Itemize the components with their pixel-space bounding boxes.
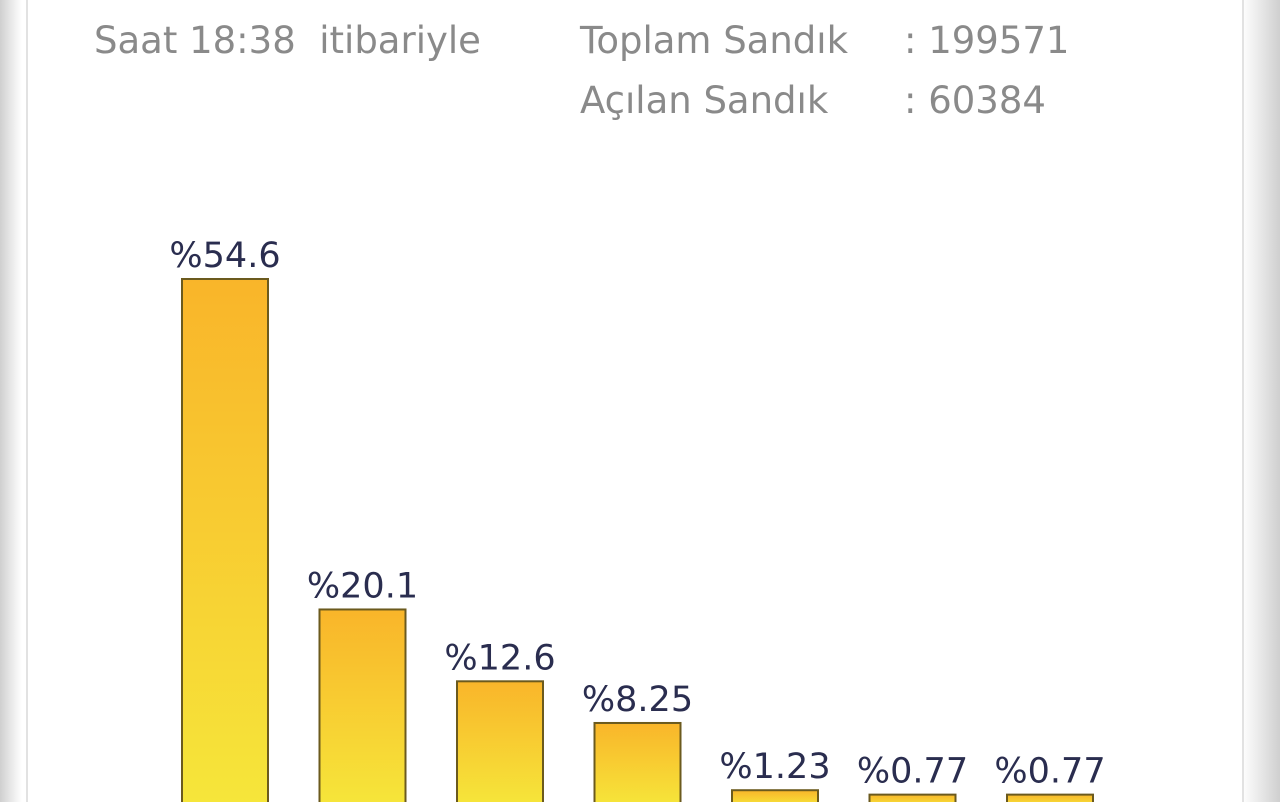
bar-1 (181, 278, 269, 802)
time-label: Saat 18:38 itibariyle (94, 19, 481, 62)
bar-5 (731, 789, 819, 802)
total-ballot-box-label: Toplam Sandık (580, 19, 848, 62)
bar-value-label-6: %0.77 (857, 752, 968, 792)
opened-ballot-box-value: : 60384 (904, 79, 1046, 122)
total-ballot-box-value: : 199571 (904, 19, 1070, 62)
bar-value-label-1: %54.6 (169, 236, 280, 276)
bar-value-label-3: %12.6 (444, 638, 555, 678)
bar-6 (868, 793, 957, 802)
bar-value-label-4: %8.25 (582, 680, 693, 720)
bar-7 (1006, 793, 1094, 802)
bar-value-label-2: %20.1 (307, 566, 418, 606)
bar-3 (456, 680, 544, 802)
bar-value-label-5: %1.23 (719, 747, 830, 787)
bar-value-label-7: %0.77 (994, 752, 1105, 792)
bar-2 (318, 608, 407, 802)
bar-4 (593, 721, 682, 802)
opened-ballot-box-label: Açılan Sandık (580, 79, 829, 122)
